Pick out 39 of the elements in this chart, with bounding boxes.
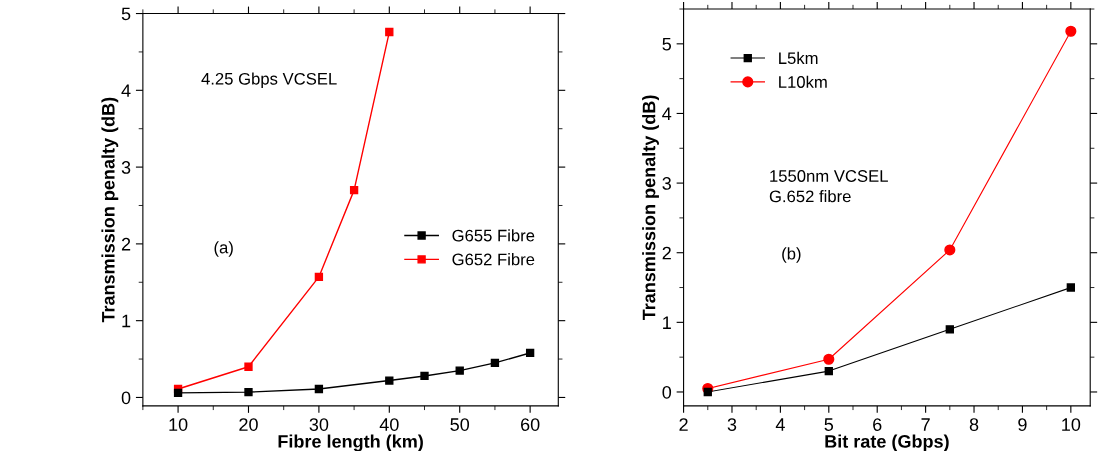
y-tick-label: 3 <box>121 161 131 174</box>
legend-label: L10km <box>779 75 827 88</box>
x-tick-label: 20 <box>239 418 258 431</box>
x-axis-title: Fibre length (km) <box>278 434 423 451</box>
y-tick-label: 4 <box>121 84 131 97</box>
legend-label: G655 Fibre <box>452 229 535 242</box>
x-axis-title: Bit rate (Gbps) <box>825 434 949 451</box>
annotation: 4.25 Gbps VCSEL <box>201 72 337 88</box>
y-tick-label: 5 <box>121 7 131 21</box>
y-tick-label: 1 <box>122 314 131 328</box>
y-axis-title: Transmission penalty (dB) <box>101 97 119 323</box>
x-tick-label: 9 <box>1018 418 1027 431</box>
y-tick-label: 3 <box>662 177 671 190</box>
x-tick-label: 7 <box>921 418 930 431</box>
y-tick-label: 4 <box>662 107 672 120</box>
y-tick-label: 5 <box>662 37 672 51</box>
y-tick-label: 1 <box>663 316 671 329</box>
y-tick-label: 2 <box>662 246 671 260</box>
x-tick-label: 3 <box>727 418 737 431</box>
x-tick-label: 50 <box>450 418 470 431</box>
legend-label: L5km <box>779 51 818 65</box>
x-tick-label: 2 <box>679 418 688 431</box>
y-axis-title: Transmission penalty (dB) <box>642 95 659 321</box>
x-tick-label: 6 <box>873 418 882 431</box>
annotation: (a) <box>214 241 233 257</box>
x-tick-label: 40 <box>379 418 399 431</box>
y-tick-label: 2 <box>121 237 131 251</box>
x-tick-label: 4 <box>775 418 785 431</box>
x-tick-label: 60 <box>521 418 540 431</box>
x-tick-label: 10 <box>1062 418 1081 431</box>
y-tick-label: 0 <box>121 391 131 405</box>
annotation: 1550nm VCSEL G.652 fibre <box>769 170 888 203</box>
legend-label: G652 Fibre <box>452 253 535 266</box>
x-tick-label: 8 <box>969 418 979 431</box>
y-tick-label: 0 <box>662 385 672 399</box>
annotation: (b) <box>782 247 801 263</box>
x-tick-label: 5 <box>824 418 834 431</box>
x-tick-label: 10 <box>169 418 188 431</box>
x-tick-label: 30 <box>309 418 329 431</box>
